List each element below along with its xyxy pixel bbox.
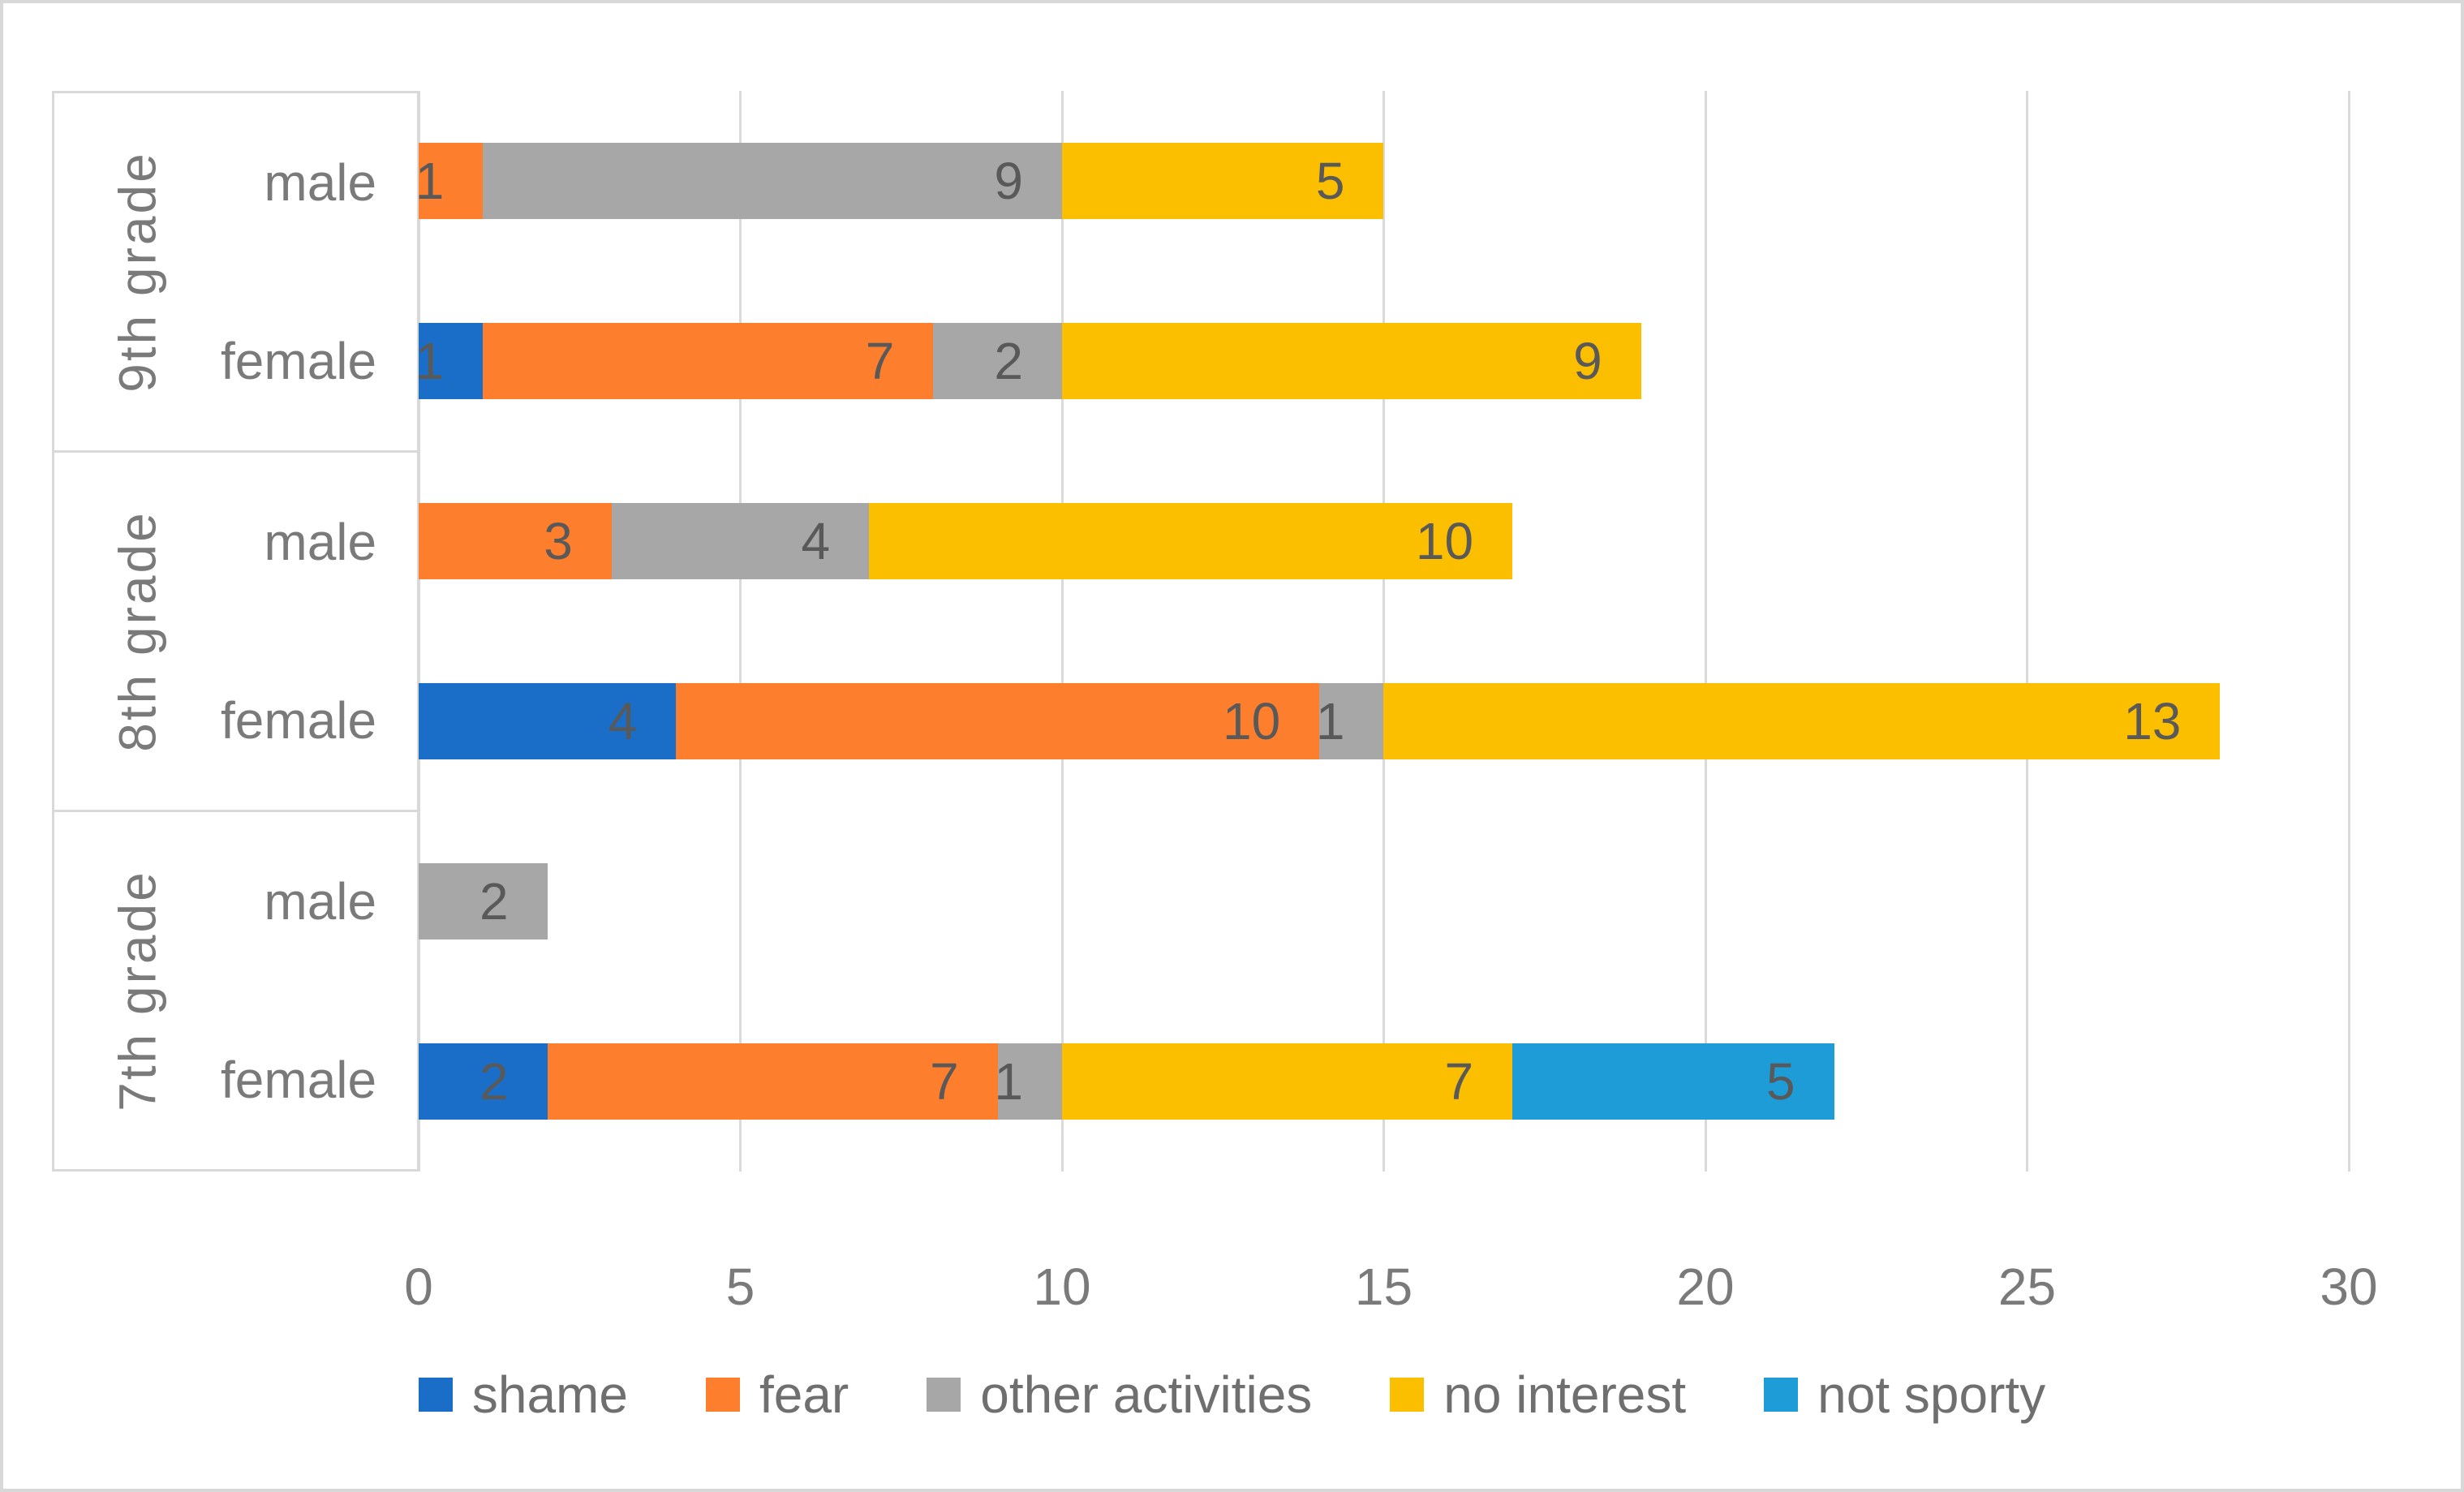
bar-segment-no-interest: 13 [1383,683,2221,759]
legend-swatch [1764,1378,1799,1412]
gridline [739,91,742,1172]
bar-segment-other-activities: 2 [933,323,1062,399]
bar-value-label: 5 [1315,152,1345,210]
x-tick-label: 25 [1997,1258,2057,1316]
gender-column: male female [221,812,440,1169]
x-tick-label: 0 [404,1258,433,1316]
legend-label: other activities [980,1365,1313,1424]
bar-segment-fear: 1 [415,143,484,219]
bar-value-label: 4 [608,692,638,750]
bar-value-label: 1 [1315,692,1345,750]
bar-segment-fear: 7 [547,1043,998,1120]
bar-segment-fear: 3 [419,503,612,579]
gender-label: female [221,1051,377,1109]
bar-segment-fear: 7 [483,323,934,399]
legend-swatch [927,1378,961,1412]
gender-cell: male [221,453,440,631]
gender-column: male female [221,93,440,450]
category-axis-panel: 9th grade male female 8th grade male female 7t… [52,91,419,1172]
legend-label: not sporty [1817,1365,2046,1424]
grade-group: 9th grade male female [54,93,417,450]
legend-swatch [1390,1378,1425,1412]
gender-cell: female [221,631,440,810]
bar-segment-no-interest: 7 [1061,1043,1513,1120]
legend-label: fear [759,1365,849,1424]
bar-segment-other-activities: 1 [994,1043,1062,1120]
legend-item-other-activities: other activities [927,1365,1312,1425]
bar-segment-not-sporty: 5 [1512,1043,1834,1120]
bar-value-label: 7 [865,332,895,390]
bar-segment-other-activities: 9 [483,143,1062,219]
bar-value-label: 2 [479,872,509,931]
bar-value-label: 7 [1444,1052,1474,1111]
bar-value-label: 3 [544,512,573,570]
bar-row: 2 [419,863,548,939]
x-tick-label: 10 [1033,1258,1091,1316]
legend-item-not-sporty: not sporty [1764,1365,2045,1425]
bar-value-label: 5 [1765,1052,1795,1111]
bar-row: 4 10 1 13 [419,683,2221,759]
legend-item-shame: shame [418,1365,628,1425]
bar-segment-no-interest: 5 [1061,143,1384,219]
bar-value-label: 2 [479,1052,509,1111]
legend-label: shame [471,1365,628,1424]
bar-value-label: 7 [930,1052,959,1111]
x-tick-label: 15 [1354,1258,1413,1316]
gridline [1060,91,1064,1172]
gridline [2347,91,2350,1172]
gender-cell: female [221,272,440,450]
bar-segment-shame: 4 [419,683,677,759]
bar-segment-shame: 2 [419,1043,548,1120]
gender-label: male [264,872,377,931]
gender-column: male female [221,453,440,810]
bar-value-label: 1 [415,152,445,210]
bar-segment-fear: 10 [676,683,1320,759]
bar-value-label: 10 [1223,692,1281,750]
gender-label: male [264,513,377,571]
plot-area: 1 9 5 1 7 2 9 3 4 10 4 10 1 13 2 2 7 1 7 5 [3,3,2461,1489]
legend-item-fear: fear [705,1365,849,1425]
bar-segment-other-activities: 2 [419,863,548,939]
legend: shame fear other activities no interest not … [3,1365,2461,1425]
x-tick-label: 30 [2320,1258,2378,1316]
legend-swatch [418,1378,453,1412]
x-axis: 0 5 10 15 20 25 30 [3,3,2461,1489]
bar-value-label: 10 [1415,512,1474,570]
bar-row: 3 4 10 [419,503,1513,579]
bar-row: 1 9 5 [415,143,1384,219]
gender-cell: male [221,93,440,272]
x-tick-label: 20 [1676,1258,1735,1316]
bar-value-label: 1 [994,1052,1023,1111]
legend-item-no-interest: no interest [1390,1365,1686,1425]
bar-segment-other-activities: 4 [611,503,870,579]
bar-value-label: 13 [2123,692,2182,750]
bar-value-label: 1 [415,332,445,390]
bar-value-label: 4 [801,512,831,570]
bar-value-label: 9 [994,152,1023,210]
gender-label: female [221,332,377,390]
bar-segment-no-interest: 9 [1061,323,1641,399]
legend-swatch [705,1378,740,1412]
bar-segment-shame: 1 [415,323,484,399]
gridline [1704,91,1707,1172]
bar-segment-no-interest: 10 [869,503,1513,579]
gender-cell: female [221,991,440,1169]
grade-group: 7th grade male female [54,810,417,1169]
grade-group: 8th grade male female [54,450,417,810]
bar-value-label: 9 [1573,332,1602,390]
legend-label: no interest [1443,1365,1687,1424]
gender-label: male [264,153,377,212]
gridline [2026,91,2028,1172]
gridline [1383,91,1385,1172]
bar-value-label: 2 [994,332,1023,390]
gender-label: female [221,691,377,750]
x-tick-label: 5 [725,1258,755,1316]
gender-cell: male [221,812,440,991]
bar-segment-other-activities: 1 [1315,683,1384,759]
